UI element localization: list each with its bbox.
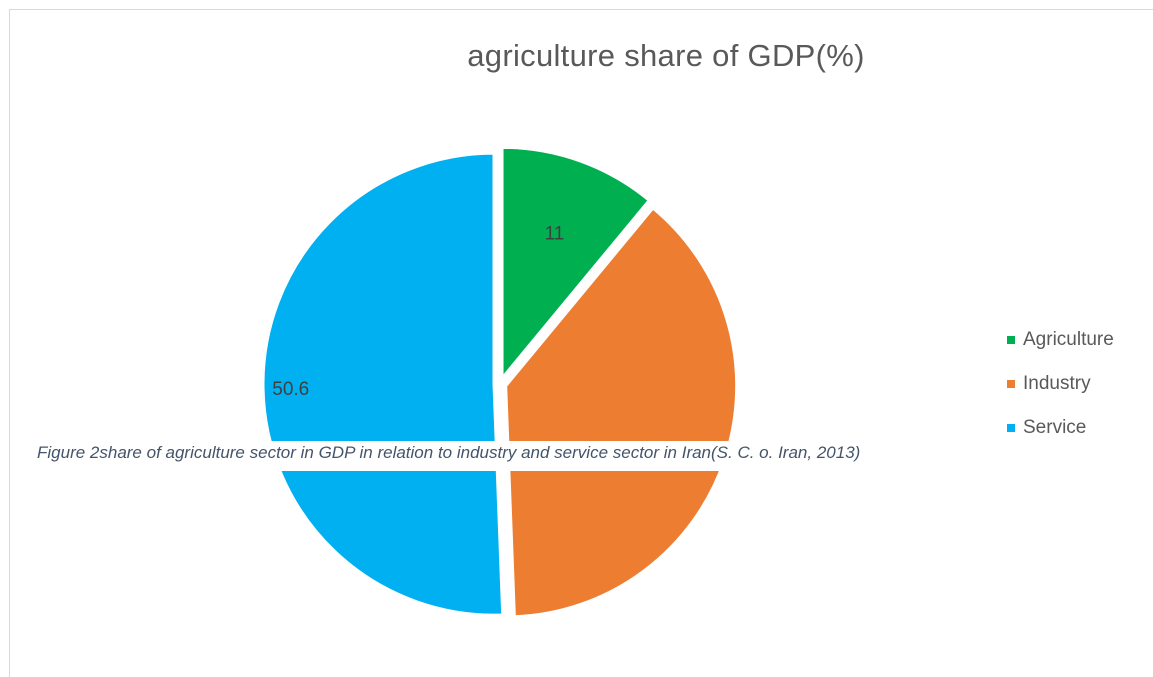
pie-slice-agriculture xyxy=(500,145,652,383)
chart-title: agriculture share of GDP(%) xyxy=(467,38,865,73)
legend-label-industry: Industry xyxy=(1023,373,1091,394)
legend-swatch-service xyxy=(1007,424,1015,432)
legend: Agriculture Industry Service xyxy=(1007,318,1114,450)
pie-slice-service xyxy=(261,151,505,617)
legend-label-agriculture: Agriculture xyxy=(1023,329,1114,350)
legend-swatch-agriculture xyxy=(1007,336,1015,344)
data-label-service: 50.6 xyxy=(272,379,309,400)
legend-item-service: Service xyxy=(1007,406,1114,450)
legend-item-industry: Industry xyxy=(1007,362,1114,406)
legend-swatch-industry xyxy=(1007,380,1015,388)
legend-item-agriculture: Agriculture xyxy=(1007,318,1114,362)
figure-caption: Figure 2share of agriculture sector in G… xyxy=(37,441,861,471)
data-label-agriculture: 11 xyxy=(545,224,565,245)
legend-label-service: Service xyxy=(1023,417,1087,438)
